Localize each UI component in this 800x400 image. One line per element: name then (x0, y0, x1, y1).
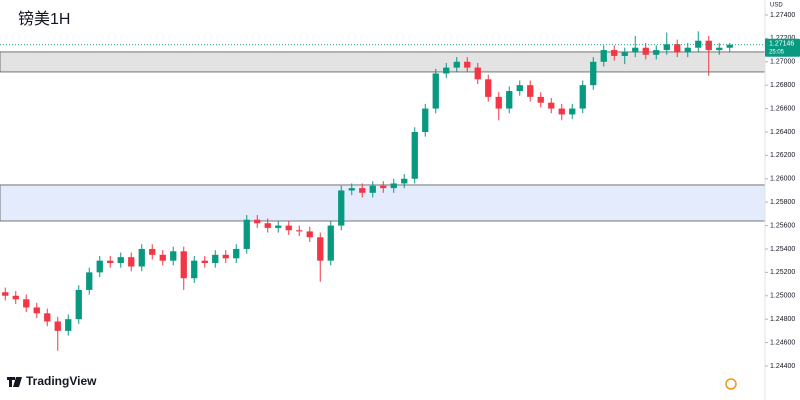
y-tick-label: 1.24800 (770, 316, 795, 323)
candle-body (327, 225, 334, 261)
candle-body (485, 79, 492, 97)
candle-body (138, 248, 145, 267)
logo-icon (7, 377, 22, 387)
candle-body (12, 295, 19, 300)
y-tick-label: 1.27400 (770, 12, 795, 19)
candle-body (117, 257, 124, 264)
candle-body (254, 219, 261, 224)
candle-body (401, 178, 408, 184)
candle-body (411, 131, 418, 179)
candle-body (432, 73, 439, 109)
candle-body (44, 313, 51, 322)
y-tick-label: 1.26200 (770, 152, 795, 159)
candle-body (285, 225, 292, 231)
y-tick-label: 1.25600 (770, 222, 795, 229)
candle-body (33, 307, 40, 314)
candle-body (212, 254, 219, 264)
candle-body (674, 44, 681, 53)
candle-body (506, 91, 513, 109)
candle-body (611, 50, 618, 56)
candle-body (275, 225, 282, 228)
candle-body (159, 254, 166, 261)
candle-body (726, 44, 733, 48)
candle-body (527, 85, 534, 97)
candle-body (558, 108, 565, 115)
candle-body (422, 108, 429, 132)
candle-body (359, 188, 366, 193)
y-tick-label: 1.26000 (770, 176, 795, 183)
candle-body (390, 183, 397, 189)
chart-title: 镑美1H (18, 10, 70, 28)
candle-body (243, 219, 250, 249)
y-tick-label: 1.24600 (770, 339, 795, 346)
y-tick-label: 1.25200 (770, 269, 795, 276)
candle-body (537, 96, 544, 103)
candle-body (128, 257, 135, 267)
candle-body (296, 230, 303, 232)
candle-body (65, 319, 72, 331)
last-price-label: 1.27146 (769, 41, 794, 48)
candle-body (369, 185, 376, 193)
candle-body (621, 52, 628, 56)
y-tick-label: 1.26800 (770, 82, 795, 89)
candle-body (579, 85, 586, 109)
candle-body (338, 190, 345, 226)
candle-body (96, 260, 103, 273)
candle-body (2, 292, 9, 296)
candle-body (569, 108, 576, 115)
y-tick-label: 1.26400 (770, 129, 795, 136)
candle-body (474, 67, 481, 80)
candle-body (306, 231, 313, 238)
countdown: 25:05 (769, 49, 785, 55)
candle-body (264, 223, 271, 228)
candle-body (222, 254, 229, 259)
candle-body (149, 248, 156, 255)
replay-icon[interactable] (725, 378, 737, 390)
y-tick-label: 1.24400 (770, 363, 795, 370)
candle-body (663, 44, 670, 51)
candle-body (464, 61, 471, 68)
candle-body (443, 67, 450, 74)
y-tick-label: 1.25000 (770, 293, 795, 300)
candle-body (695, 40, 702, 48)
zone (0, 51, 766, 73)
candle-body (642, 47, 649, 55)
zone (0, 184, 766, 222)
candle-body (600, 50, 607, 62)
last-price-box (765, 38, 800, 57)
candle-body (107, 260, 114, 264)
candle-body (495, 96, 502, 109)
candle-body (705, 40, 712, 51)
candle-body (348, 188, 355, 191)
candle-body (716, 47, 723, 51)
candle-body (317, 237, 324, 261)
candle-body (653, 50, 660, 55)
candle-body (516, 85, 523, 92)
currency: USD (770, 3, 783, 9)
candle-body (590, 61, 597, 86)
brand: TradingView (26, 374, 97, 388)
logo: TradingView (7, 374, 97, 388)
y-tick-label: 1.25400 (770, 246, 795, 253)
candle-body (684, 47, 691, 53)
candle-body (233, 248, 240, 259)
candle-body (453, 61, 460, 68)
candle-body (632, 47, 639, 53)
candle-body (180, 251, 187, 279)
y-tick-label: 1.27000 (770, 59, 795, 66)
candle-body (548, 102, 555, 109)
candle-body (86, 272, 93, 290)
candle-body (380, 185, 387, 189)
candle-body (23, 299, 30, 308)
candle-body (54, 321, 61, 331)
candle-body (75, 289, 82, 320)
candle-body (191, 260, 198, 279)
y-tick-label: 1.25800 (770, 199, 795, 206)
y-tick-label: 1.26600 (770, 105, 795, 112)
candle-body (201, 260, 208, 264)
candle-body (170, 251, 177, 261)
